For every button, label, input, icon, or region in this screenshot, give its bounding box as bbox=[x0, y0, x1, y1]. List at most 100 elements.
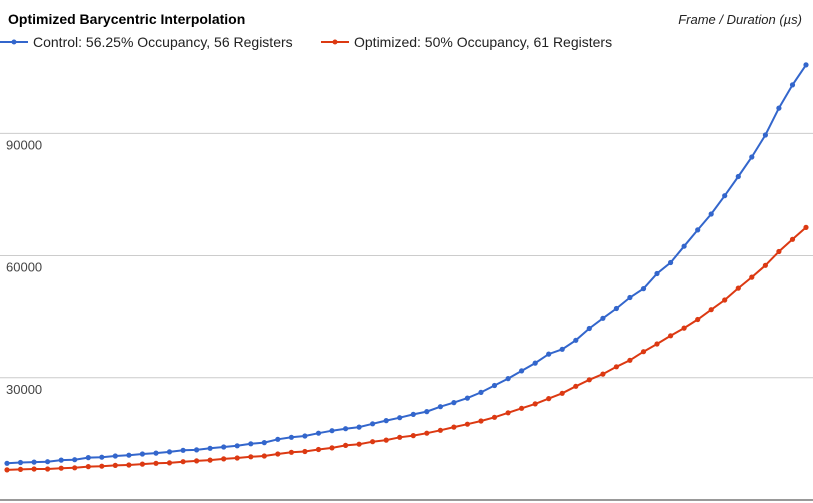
data-point[interactable] bbox=[329, 445, 335, 451]
data-point[interactable] bbox=[464, 421, 470, 427]
data-point[interactable] bbox=[803, 224, 809, 230]
data-point[interactable] bbox=[248, 441, 254, 447]
data-point[interactable] bbox=[139, 451, 145, 457]
data-point[interactable] bbox=[681, 243, 687, 249]
data-point[interactable] bbox=[546, 351, 552, 357]
data-point[interactable] bbox=[139, 461, 145, 467]
legend-item-control[interactable]: Control: 56.25% Occupancy, 56 Registers bbox=[0, 34, 293, 50]
data-point[interactable] bbox=[424, 409, 430, 415]
data-point[interactable] bbox=[424, 430, 430, 436]
data-point[interactable] bbox=[207, 457, 213, 463]
data-point[interactable] bbox=[4, 460, 10, 466]
data-point[interactable] bbox=[370, 421, 376, 427]
data-point[interactable] bbox=[275, 451, 281, 457]
data-point[interactable] bbox=[329, 428, 335, 434]
data-point[interactable] bbox=[221, 456, 227, 462]
data-point[interactable] bbox=[613, 305, 620, 312]
data-point[interactable] bbox=[776, 248, 782, 255]
data-point[interactable] bbox=[478, 389, 484, 395]
data-point[interactable] bbox=[600, 371, 606, 377]
data-point[interactable] bbox=[221, 444, 227, 450]
data-point[interactable] bbox=[58, 457, 64, 463]
data-point[interactable] bbox=[640, 349, 647, 355]
data-point[interactable] bbox=[532, 401, 538, 407]
data-point[interactable] bbox=[343, 426, 349, 432]
data-point[interactable] bbox=[546, 396, 552, 402]
data-point[interactable] bbox=[559, 346, 565, 352]
data-point[interactable] bbox=[248, 454, 254, 460]
data-point[interactable] bbox=[234, 455, 240, 461]
data-point[interactable] bbox=[194, 447, 200, 453]
data-point[interactable] bbox=[735, 173, 741, 180]
data-point[interactable] bbox=[519, 405, 525, 411]
data-point[interactable] bbox=[99, 463, 105, 469]
data-point[interactable] bbox=[437, 427, 443, 433]
data-point[interactable] bbox=[762, 262, 769, 268]
data-point[interactable] bbox=[302, 448, 308, 455]
data-point[interactable] bbox=[31, 466, 37, 472]
data-point[interactable] bbox=[803, 62, 809, 68]
data-point[interactable] bbox=[288, 434, 294, 440]
data-point[interactable] bbox=[112, 462, 118, 468]
data-point[interactable] bbox=[99, 454, 105, 460]
data-point[interactable] bbox=[126, 462, 132, 468]
data-point[interactable] bbox=[166, 449, 173, 455]
data-point[interactable] bbox=[153, 450, 159, 456]
data-point[interactable] bbox=[627, 357, 633, 363]
data-point[interactable] bbox=[180, 447, 186, 453]
data-point[interactable] bbox=[586, 325, 592, 332]
data-point[interactable] bbox=[708, 307, 714, 313]
data-point[interactable] bbox=[789, 82, 796, 88]
data-point[interactable] bbox=[17, 466, 24, 472]
data-point[interactable] bbox=[126, 452, 132, 458]
data-point[interactable] bbox=[573, 337, 579, 343]
data-point[interactable] bbox=[356, 441, 362, 447]
data-point[interactable] bbox=[261, 453, 267, 459]
data-point[interactable] bbox=[749, 154, 755, 160]
data-point[interactable] bbox=[464, 395, 470, 401]
data-point[interactable] bbox=[315, 430, 322, 436]
data-point[interactable] bbox=[708, 211, 714, 217]
data-point[interactable] bbox=[695, 316, 701, 323]
data-point[interactable] bbox=[627, 294, 633, 301]
data-point[interactable] bbox=[72, 465, 78, 471]
data-point[interactable] bbox=[668, 333, 674, 339]
data-point[interactable] bbox=[275, 436, 281, 442]
data-point[interactable] bbox=[600, 315, 606, 321]
data-point[interactable] bbox=[478, 418, 484, 424]
data-point[interactable] bbox=[410, 433, 416, 439]
data-point[interactable] bbox=[4, 467, 10, 473]
data-point[interactable] bbox=[85, 464, 91, 470]
data-point[interactable] bbox=[45, 466, 51, 472]
data-point[interactable] bbox=[234, 443, 240, 449]
data-point[interactable] bbox=[207, 445, 213, 451]
data-point[interactable] bbox=[166, 460, 173, 466]
legend-item-optimized[interactable]: Optimized: 50% Occupancy, 61 Registers bbox=[321, 34, 612, 50]
data-point[interactable] bbox=[776, 105, 782, 111]
data-point[interactable] bbox=[370, 439, 376, 445]
data-point[interactable] bbox=[451, 424, 457, 430]
data-point[interactable] bbox=[17, 459, 24, 466]
data-point[interactable] bbox=[532, 360, 538, 366]
data-point[interactable] bbox=[356, 424, 362, 430]
data-point[interactable] bbox=[31, 459, 37, 465]
data-point[interactable] bbox=[586, 377, 592, 383]
data-point[interactable] bbox=[668, 259, 674, 266]
data-point[interactable] bbox=[112, 453, 118, 459]
data-point[interactable] bbox=[559, 390, 565, 396]
data-point[interactable] bbox=[194, 458, 200, 464]
data-point[interactable] bbox=[288, 449, 294, 455]
data-point[interactable] bbox=[343, 442, 349, 448]
data-point[interactable] bbox=[180, 459, 186, 465]
data-point[interactable] bbox=[762, 132, 769, 138]
data-point[interactable] bbox=[722, 297, 728, 303]
data-point[interactable] bbox=[695, 227, 701, 233]
data-point[interactable] bbox=[383, 437, 389, 443]
data-point[interactable] bbox=[654, 270, 660, 277]
data-point[interactable] bbox=[640, 286, 647, 292]
data-point[interactable] bbox=[491, 414, 498, 420]
data-point[interactable] bbox=[735, 285, 741, 291]
data-point[interactable] bbox=[573, 383, 579, 389]
data-point[interactable] bbox=[397, 415, 403, 421]
data-point[interactable] bbox=[491, 382, 498, 389]
